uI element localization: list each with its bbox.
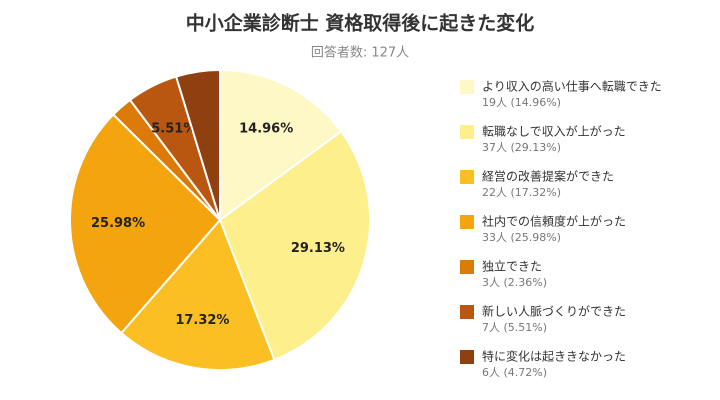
pie-slice (219, 68, 343, 222)
legend-label: 転職なしで収入が上がった (482, 124, 626, 139)
legend-detail: 6人 (4.72%) (482, 366, 547, 379)
legend-detail: 33人 (25.98%) (482, 231, 561, 244)
legend-swatch (460, 80, 474, 94)
chart-title: 中小企業診断士 資格取得後に起きた変化 (186, 12, 535, 35)
pie-slice (69, 113, 222, 335)
pie-slice (218, 130, 371, 362)
data-label: 14.96% (239, 122, 293, 137)
data-label: 25.98% (91, 216, 145, 231)
legend-detail: 3人 (2.36%) (482, 276, 547, 289)
pie-slice (119, 218, 276, 371)
legend-label: 独立できた (482, 259, 542, 274)
data-label: 5.51% (151, 122, 196, 137)
legend-swatch (460, 215, 474, 229)
legend-label: 新しい人脈づくりができた (482, 304, 626, 319)
legend-label: より収入の高い仕事へ転職できた (482, 79, 662, 94)
legend-label: 社内での信頼度が上がった (482, 214, 626, 229)
legend-swatch (460, 305, 474, 319)
legend-swatch (460, 170, 474, 184)
legend-label: 特に変化は起ききなかった (482, 349, 626, 364)
pie-slice (174, 68, 221, 221)
data-label: 17.32% (175, 313, 229, 328)
legend-detail: 7人 (5.51%) (482, 321, 547, 334)
legend-detail: 22人 (17.32%) (482, 186, 561, 199)
legend-swatch (460, 125, 474, 139)
legend-detail: 37人 (29.13%) (482, 141, 561, 154)
legend-detail: 19人 (14.96%) (482, 96, 561, 109)
legend-swatch (460, 260, 474, 274)
legend-label: 経営の改善提案ができた (482, 169, 614, 184)
chart-subtitle: 回答者数: 127人 (311, 45, 409, 61)
data-label: 29.13% (291, 241, 345, 256)
legend-swatch (460, 350, 474, 364)
